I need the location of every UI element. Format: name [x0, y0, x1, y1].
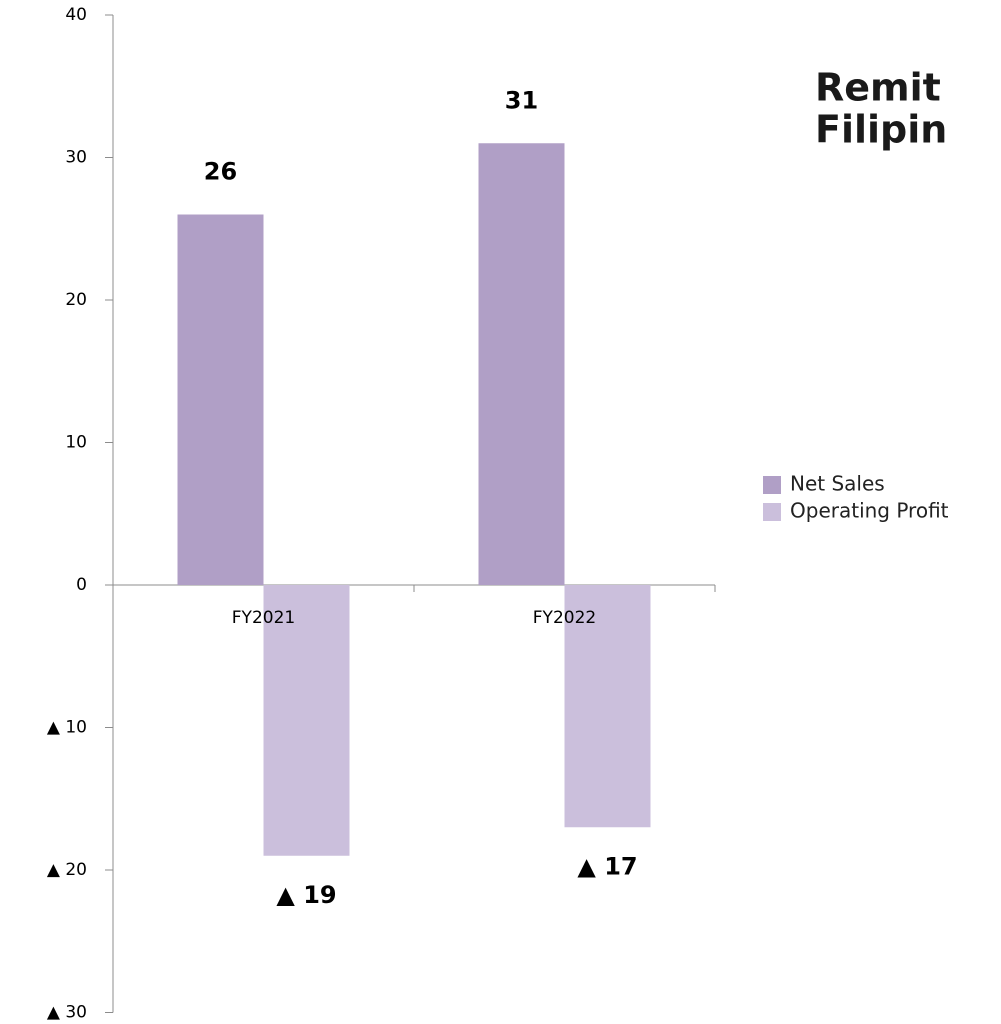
y-tick-label: 40 — [65, 5, 87, 25]
y-tick-label: 0 — [76, 575, 87, 595]
legend-label: Net Sales — [790, 472, 885, 496]
data-label: 26 — [204, 158, 237, 186]
y-tick-label: ▲ 10 — [47, 718, 87, 738]
bar — [263, 585, 350, 856]
data-label: ▲ 19 — [276, 881, 336, 909]
x-tick-label: FY2021 — [232, 608, 295, 628]
y-tick-label: ▲ 20 — [47, 860, 87, 880]
y-tick-label: 10 — [65, 433, 87, 453]
y-tick-label: 20 — [65, 290, 87, 310]
y-tick-label: 30 — [65, 148, 87, 168]
legend-swatch — [763, 476, 781, 494]
legend-label: Operating Profit — [790, 499, 949, 523]
bar — [177, 214, 264, 585]
x-tick-label: FY2022 — [533, 608, 596, 628]
bar — [564, 585, 651, 828]
data-label: ▲ 17 — [577, 852, 637, 880]
chart-title: Filipin — [815, 108, 947, 152]
bar — [478, 143, 565, 585]
chart-title: Remit — [815, 66, 941, 110]
legend-swatch — [763, 503, 781, 521]
y-tick-label: ▲ 30 — [47, 1003, 87, 1023]
data-label: 31 — [505, 86, 538, 114]
